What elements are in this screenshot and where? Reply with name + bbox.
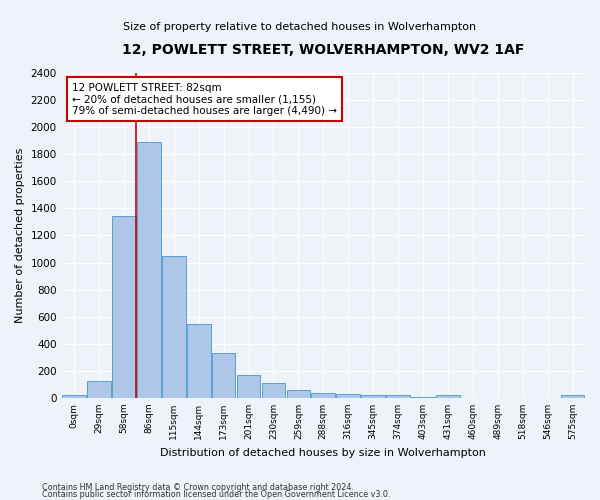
Text: Contains HM Land Registry data © Crown copyright and database right 2024.: Contains HM Land Registry data © Crown c… <box>42 484 354 492</box>
Bar <box>237 375 260 398</box>
Text: Size of property relative to detached houses in Wolverhampton: Size of property relative to detached ho… <box>124 22 476 32</box>
Bar <box>62 396 86 398</box>
Bar <box>137 142 161 398</box>
Bar <box>436 395 460 398</box>
Text: Contains public sector information licensed under the Open Government Licence v3: Contains public sector information licen… <box>42 490 391 499</box>
Bar <box>212 352 235 398</box>
Bar <box>287 390 310 398</box>
Title: 12, POWLETT STREET, WOLVERHAMPTON, WV2 1AF: 12, POWLETT STREET, WOLVERHAMPTON, WV2 1… <box>122 42 524 56</box>
Bar <box>187 324 211 398</box>
Bar <box>561 396 584 398</box>
Bar <box>361 394 385 398</box>
Bar <box>162 256 185 398</box>
Bar <box>112 216 136 398</box>
Y-axis label: Number of detached properties: Number of detached properties <box>15 148 25 323</box>
Bar <box>262 383 286 398</box>
Bar <box>337 394 360 398</box>
Bar <box>386 396 410 398</box>
X-axis label: Distribution of detached houses by size in Wolverhampton: Distribution of detached houses by size … <box>160 448 486 458</box>
Bar <box>87 380 111 398</box>
Bar <box>311 393 335 398</box>
Text: 12 POWLETT STREET: 82sqm
← 20% of detached houses are smaller (1,155)
79% of sem: 12 POWLETT STREET: 82sqm ← 20% of detach… <box>72 82 337 116</box>
